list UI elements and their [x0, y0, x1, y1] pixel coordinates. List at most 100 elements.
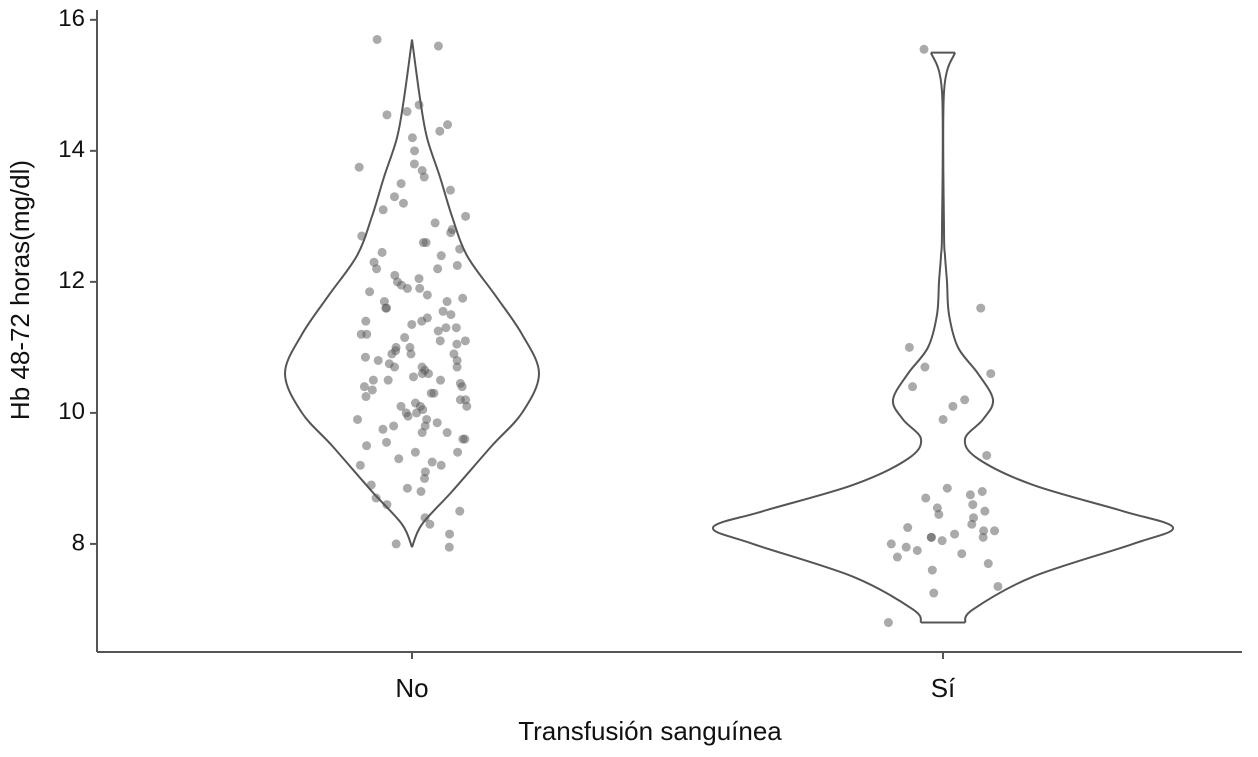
data-point [382, 500, 392, 510]
data-point [934, 509, 944, 519]
data-point [372, 34, 382, 44]
data-point [427, 457, 437, 467]
data-point [394, 454, 404, 464]
data-point [451, 323, 461, 333]
data-point [415, 401, 425, 411]
data-point [426, 388, 436, 398]
data-point [435, 336, 445, 346]
data-point [441, 323, 451, 333]
data-point [461, 211, 471, 221]
data-point [444, 542, 454, 552]
data-point [950, 529, 960, 539]
x-axis-title: Transfusión sanguínea [518, 716, 782, 746]
data-point [445, 185, 455, 195]
y-tick-label: 16 [58, 5, 85, 32]
data-point [378, 424, 388, 434]
y-tick-label: 10 [58, 398, 85, 425]
data-point [418, 238, 428, 248]
data-point [368, 375, 378, 385]
data-point [883, 618, 893, 628]
data-point [389, 421, 399, 431]
y-tick-label: 12 [58, 267, 85, 294]
data-point [417, 428, 427, 438]
data-point [416, 487, 426, 496]
data-point [361, 392, 371, 402]
data-point [462, 401, 472, 411]
data-point [362, 441, 372, 451]
data-point [438, 306, 448, 316]
data-point [453, 447, 463, 457]
data-point [371, 493, 381, 503]
data-point [976, 303, 986, 313]
data-point [942, 483, 952, 493]
data-point [359, 382, 369, 392]
data-point [965, 490, 975, 500]
data-point [415, 283, 425, 293]
data-point [422, 290, 432, 300]
data-point [442, 428, 452, 438]
data-point [903, 523, 913, 533]
data-point [457, 382, 467, 392]
data-point [986, 369, 996, 379]
data-point [446, 310, 456, 320]
data-point [406, 349, 416, 359]
data-point [373, 355, 383, 365]
data-point [983, 559, 993, 569]
data-point [901, 542, 911, 552]
data-point [430, 218, 440, 228]
data-point [433, 264, 443, 274]
data-point [452, 362, 462, 372]
data-point [420, 473, 430, 483]
y-tick-label: 8 [72, 529, 85, 556]
data-point [425, 519, 435, 529]
data-point [993, 581, 1003, 591]
data-point [367, 385, 377, 395]
data-point [402, 107, 412, 117]
data-point [407, 133, 417, 143]
data-point [452, 339, 462, 349]
data-point [982, 450, 992, 460]
data-point [977, 487, 987, 496]
data-point [408, 372, 418, 382]
data-point [400, 333, 410, 343]
data-point [420, 513, 430, 523]
data-point [410, 447, 420, 457]
y-axis-title: Hb 48-72 horas(mg/dl) [5, 160, 35, 420]
data-point [355, 460, 365, 470]
data-point [927, 565, 937, 575]
data-point [353, 414, 363, 424]
violin-right [411, 39, 541, 548]
data-point [417, 316, 427, 326]
data-point [978, 532, 988, 542]
data-point [407, 319, 417, 329]
data-point [433, 326, 443, 336]
data-point [968, 500, 978, 510]
data-point [391, 342, 401, 352]
data-point [419, 172, 429, 182]
data-point [926, 532, 936, 542]
data-point [967, 519, 977, 529]
data-point [920, 362, 930, 372]
data-point [443, 120, 453, 130]
data-point [455, 395, 465, 405]
data-point [360, 352, 370, 362]
data-point [356, 329, 366, 339]
data-point [396, 401, 406, 411]
data-point [921, 493, 931, 503]
data-point [382, 303, 392, 313]
data-point [414, 274, 424, 284]
data-point [378, 205, 388, 215]
data-point [382, 437, 392, 447]
data-point [904, 342, 914, 352]
data-point [433, 41, 443, 51]
violin-right [942, 52, 1174, 624]
data-point [410, 146, 420, 156]
data-point [387, 349, 397, 359]
data-point [445, 529, 455, 539]
data-point [460, 336, 470, 346]
data-point [446, 228, 456, 238]
data-point [919, 44, 929, 54]
x-tick-label: No [395, 673, 428, 703]
data-point [442, 297, 452, 307]
data-point [389, 192, 399, 202]
